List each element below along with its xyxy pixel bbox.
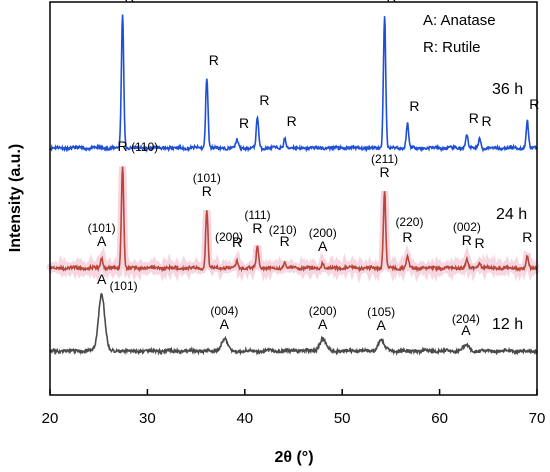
peak-label: R	[409, 98, 419, 114]
series-12h-name: 12 h	[492, 316, 523, 333]
peak-hkl: (200)	[309, 304, 337, 318]
peak-label: R	[402, 229, 412, 245]
series-12h-line	[49, 292, 538, 357]
peak-label: R	[259, 92, 269, 108]
series-36h-name: 36 h	[492, 81, 523, 98]
peak-label: R	[232, 234, 242, 250]
x-tick-label: 20	[42, 410, 59, 427]
series-24h: A(101)R (110)R(101)R(200)R(111)R(210)A(20…	[46, 138, 540, 284]
peak-label: R	[481, 113, 491, 129]
peak-label: A	[220, 316, 230, 332]
peak-hkl: (002)	[453, 220, 481, 234]
series-24h-labels: A(101)R (110)R(101)R(200)R(111)R(210)A(20…	[88, 138, 533, 254]
x-tick-label: 30	[139, 410, 156, 427]
plot-frame	[49, 1, 538, 396]
peak-label: A	[318, 316, 328, 332]
peak-hkl: (200)	[309, 226, 337, 240]
peak-label: A	[97, 233, 107, 249]
y-axis-title: Intensity (a.u.)	[7, 144, 24, 252]
peak-label: R	[462, 232, 472, 248]
series-24h-name: 24 h	[496, 206, 527, 223]
legend: A: Anatase R: Rutile	[423, 12, 496, 56]
peak-hkl: (200)	[215, 230, 243, 244]
legend-line-anatase: A: Anatase	[423, 12, 496, 29]
x-tick-label: 50	[334, 410, 351, 427]
peak-label: R	[529, 96, 539, 112]
series-12h: A (101)A(004)A(200)A(105)A(204) 12 h	[49, 271, 538, 357]
peak-hkl: (204)	[452, 312, 480, 326]
x-tick-label: 60	[431, 410, 448, 427]
x-tick-label: 70	[529, 410, 546, 427]
series-36h: RRRRRRRRRR 36 h	[49, 0, 539, 154]
legend-line-rutile: R: Rutile	[423, 39, 481, 56]
peak-hkl: (101)	[110, 279, 138, 293]
peak-label: A	[376, 317, 386, 333]
peak-hkl: (110)	[131, 140, 158, 154]
series-24h-line	[49, 166, 538, 273]
peak-hkl: (004)	[210, 304, 238, 318]
peak-label: R	[202, 183, 212, 199]
peak-label: A	[97, 271, 107, 287]
peak-hkl: (111)	[244, 208, 270, 222]
x-tick-label: 40	[236, 410, 253, 427]
peak-label: R	[522, 229, 532, 245]
peak-label: R	[280, 233, 290, 249]
series-36h-line	[49, 14, 538, 154]
peak-label: R	[252, 220, 262, 236]
x-axis: 20 30 40 50 60 70	[42, 389, 546, 427]
peak-label: R	[239, 115, 249, 131]
peak-hkl: (101)	[88, 221, 116, 235]
peak-label: R	[118, 138, 128, 154]
peak-label: R	[287, 113, 297, 129]
peak-label: R	[209, 52, 219, 68]
peak-hkl: (210)	[269, 223, 297, 237]
peak-label: A	[318, 238, 328, 254]
peak-hkl: (211)	[371, 152, 398, 166]
peak-hkl: (101)	[193, 171, 221, 185]
peak-hkl: (105)	[367, 305, 395, 319]
peak-label: R	[469, 110, 479, 126]
peak-label: R	[474, 235, 484, 251]
peak-label: R	[380, 164, 390, 180]
peak-label: A	[461, 322, 471, 338]
peak-hkl: (220)	[395, 215, 423, 229]
series-12h-labels: A (101)A(004)A(200)A(105)A(204)	[97, 271, 480, 338]
x-axis-title: 2θ (°)	[274, 449, 313, 466]
